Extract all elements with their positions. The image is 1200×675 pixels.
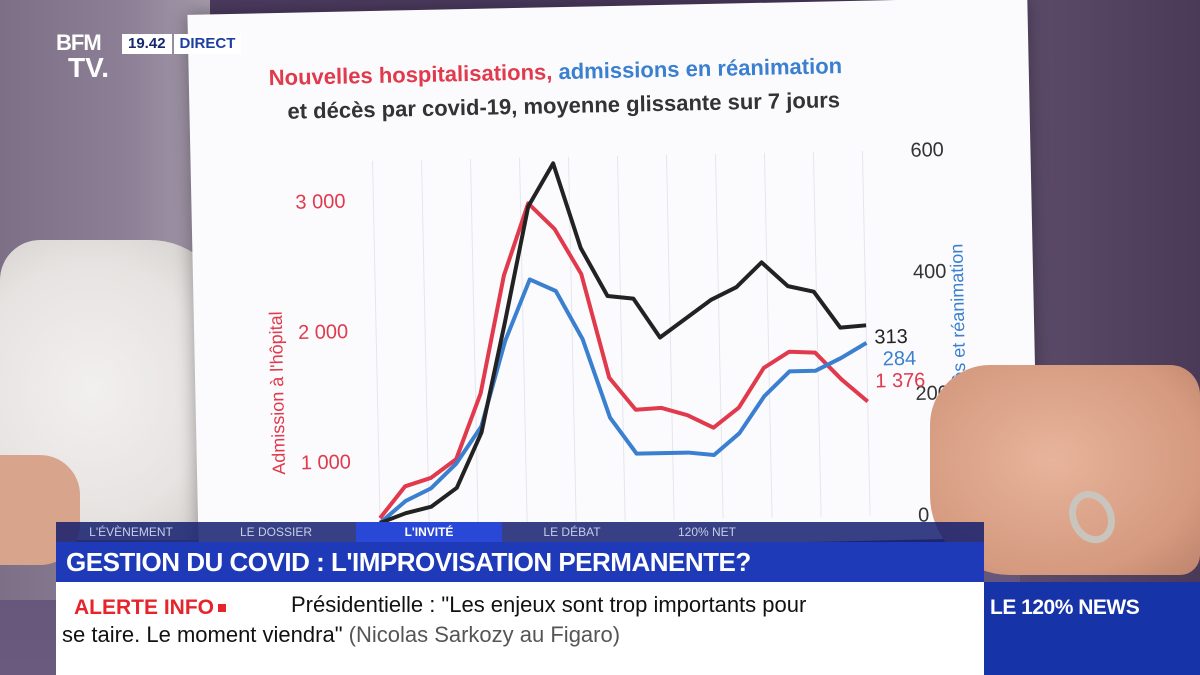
- end-label-reanimation: 284: [883, 348, 917, 371]
- tab-1: L'ÉVÈNEMENT: [89, 525, 173, 539]
- alert-label-text: ALERTE INFO: [74, 596, 214, 619]
- series-line-admissions-en-r-animation: [378, 277, 868, 525]
- alert-square-icon: [218, 604, 226, 613]
- grid-line: [812, 151, 822, 517]
- y-tick-label: 2 000: [298, 321, 349, 344]
- grid-line: [519, 157, 528, 523]
- grid-line: [470, 158, 479, 524]
- headline-bar: GESTION DU COVID : L'IMPROVISATION PERMA…: [56, 542, 984, 582]
- side-program-label: LE 120% NEWS: [990, 596, 1140, 619]
- y-tick-label: 1 000: [301, 451, 352, 474]
- y2-tick-label: 600: [910, 139, 944, 162]
- chart-series: [378, 161, 869, 525]
- chart-sheet: Nouvelles hospitalisations, admissions e…: [187, 0, 1039, 555]
- y2-tick-label: 0: [918, 504, 930, 526]
- grid-line: [714, 153, 724, 519]
- logo-tv: TV.: [68, 52, 109, 83]
- ticker-source: (Nicolas Sarkozy au Figaro): [348, 622, 621, 647]
- tab-5: 120% NET: [677, 525, 737, 539]
- series-line-d-c-s: [379, 161, 867, 525]
- left-axis-label: Admission à l'hôpital: [266, 311, 289, 475]
- end-label-deces: 313: [874, 326, 908, 349]
- end-label-hospitalisations: 1 376: [875, 369, 926, 392]
- live-indicator: 19.42 DIRECT: [122, 34, 242, 54]
- alert-label: ALERTE INFO: [74, 596, 226, 620]
- ticker-line-2: se taire. Le moment viendra" (Nicolas Sa…: [62, 622, 620, 648]
- bfmtv-logo: BFM TV.: [56, 32, 122, 84]
- tab-4: LE DÉBAT: [543, 525, 601, 539]
- program-tabs: L'ÉVÈNEMENT LE DOSSIER L'INVITÉ LE DÉBAT 120…: [56, 522, 984, 542]
- grid-line: [665, 154, 675, 520]
- y-tick-label: 3 000: [295, 191, 346, 214]
- clock-time: 19.42: [122, 34, 172, 54]
- y2-tick-label: 400: [913, 261, 947, 284]
- left-axis-ticks: 1 000 2 000 3 000: [295, 191, 351, 475]
- chart-grid: [372, 150, 871, 526]
- direct-label: DIRECT: [173, 34, 242, 54]
- series-line-nouvelles-hospitalisations: [378, 201, 869, 520]
- news-ticker: ALERTE INFO Présidentielle : "Les enjeux…: [56, 582, 984, 675]
- grid-line: [861, 150, 871, 516]
- grid-line: [616, 155, 626, 521]
- grid-line: [372, 161, 381, 526]
- grid-line: [763, 152, 773, 518]
- ticker-line-1: Présidentielle : "Les enjeux sont trop i…: [291, 592, 807, 617]
- ticker-quote-end: se taire. Le moment viendra": [62, 622, 343, 647]
- tab-3: L'INVITÉ: [356, 522, 502, 542]
- headline: GESTION DU COVID : L'IMPROVISATION PERMA…: [66, 547, 751, 577]
- side-program-box: LE 120% NEWS: [984, 582, 1200, 675]
- grid-line: [421, 159, 430, 525]
- tab-2: LE DOSSIER: [239, 525, 313, 539]
- logo-bfm: BFM: [56, 30, 102, 55]
